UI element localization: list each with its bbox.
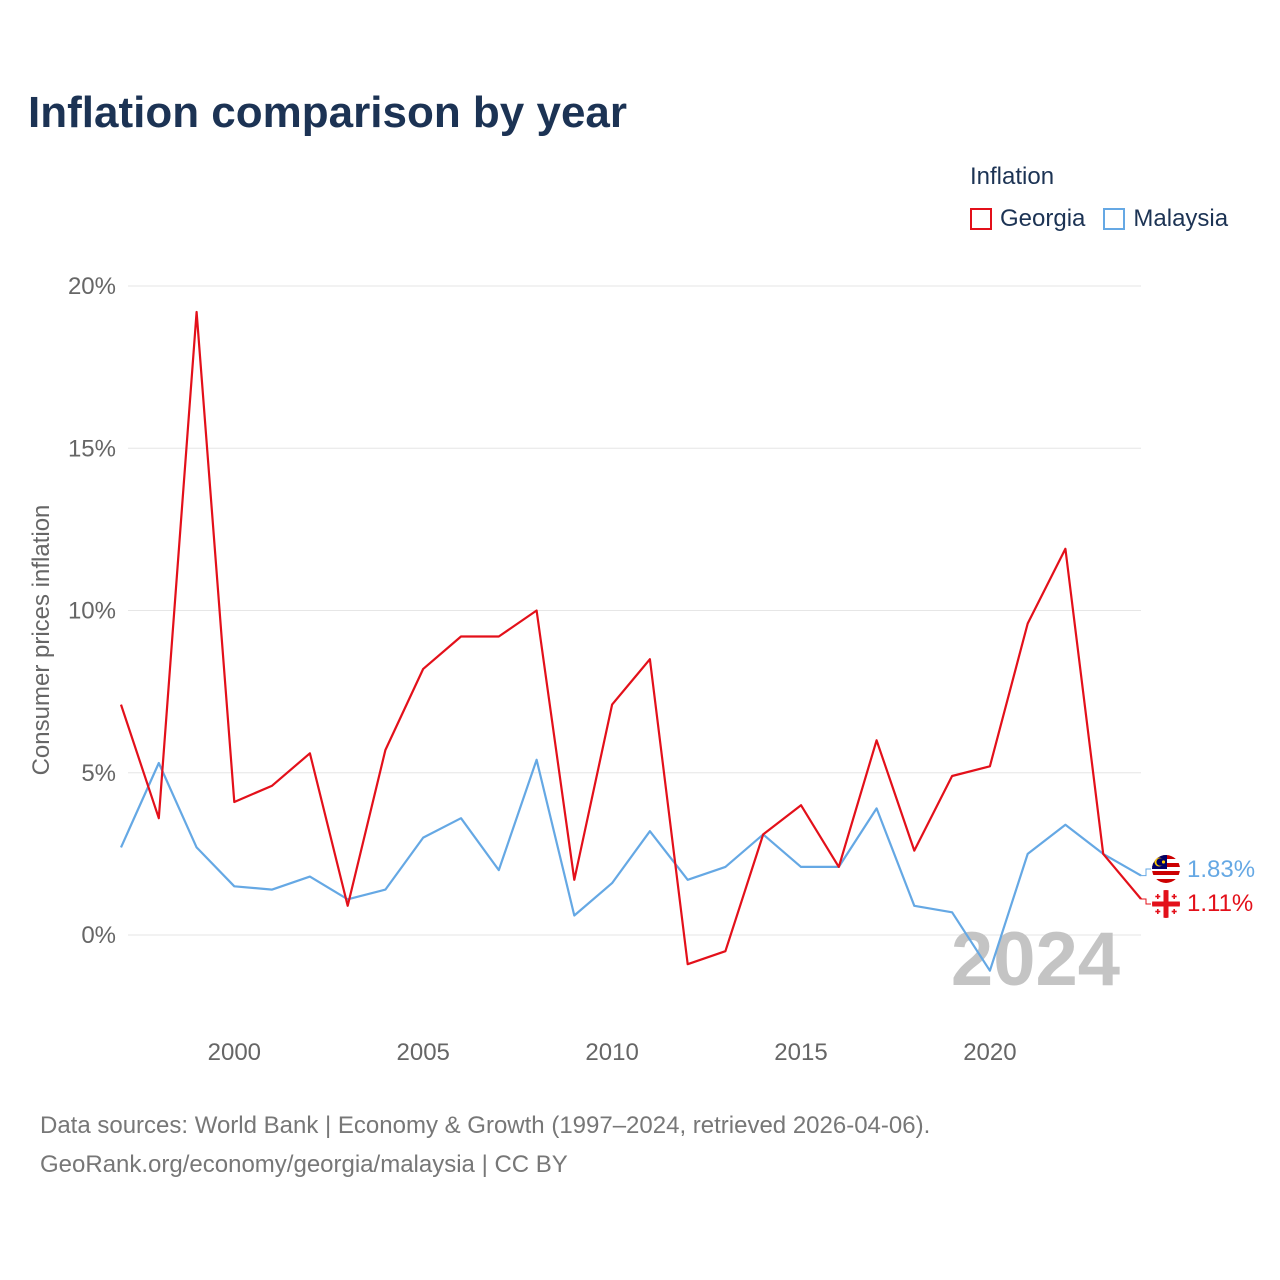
legend: Georgia Malaysia [970, 205, 1246, 233]
x-tick-label: 2005 [397, 1039, 450, 1066]
x-tick-label: 2020 [963, 1039, 1016, 1066]
legend-item-malaysia[interactable]: Malaysia [1103, 205, 1228, 233]
x-tick-label: 2010 [585, 1039, 638, 1066]
legend-item-georgia[interactable]: Georgia [970, 205, 1085, 233]
series-line-georgia[interactable] [119, 310, 1142, 966]
connector-malaysia [1141, 868, 1151, 877]
end-label-malaysia: 1.83% [1187, 856, 1255, 883]
x-tick-label: 2015 [774, 1039, 827, 1066]
end-labels: 1.83% 1.11% [1141, 855, 1255, 918]
footer: Data sources: World Bank | Economy & Gro… [40, 1106, 930, 1184]
footer-link[interactable]: GeoRank.org/economy/georgia/malaysia | C… [40, 1151, 568, 1178]
year-watermark: 2024 [951, 917, 1120, 1002]
series-lines [119, 310, 1142, 972]
x-tick-labels: 2000 2005 2010 2015 2020 [208, 1039, 1017, 1066]
gridlines [128, 285, 1141, 936]
y-tick-labels: 0% 5% 10% 15% 20% [68, 273, 116, 949]
legend-title: Inflation [970, 163, 1055, 190]
y-tick-label: 0% [81, 922, 116, 949]
y-tick-label: 5% [81, 760, 116, 787]
connector-georgia [1141, 898, 1151, 905]
legend-swatch-malaysia [1103, 208, 1126, 230]
y-tick-label: 20% [68, 273, 116, 300]
legend-swatch-georgia [970, 208, 992, 230]
georgia-flag-icon [1152, 890, 1180, 918]
end-label-georgia: 1.11% [1187, 890, 1253, 917]
y-tick-label: 10% [68, 598, 116, 625]
legend-label-georgia: Georgia [1000, 205, 1086, 232]
x-tick-label: 2000 [208, 1039, 261, 1066]
legend-label-malaysia: Malaysia [1133, 205, 1229, 232]
series-line-malaysia[interactable] [119, 758, 1142, 972]
footer-sources: Data sources: World Bank | Economy & Gro… [40, 1112, 931, 1139]
malaysia-flag-icon [1152, 855, 1180, 883]
chart-title: Inflation comparison by year [28, 88, 628, 137]
y-tick-label: 15% [68, 435, 116, 462]
